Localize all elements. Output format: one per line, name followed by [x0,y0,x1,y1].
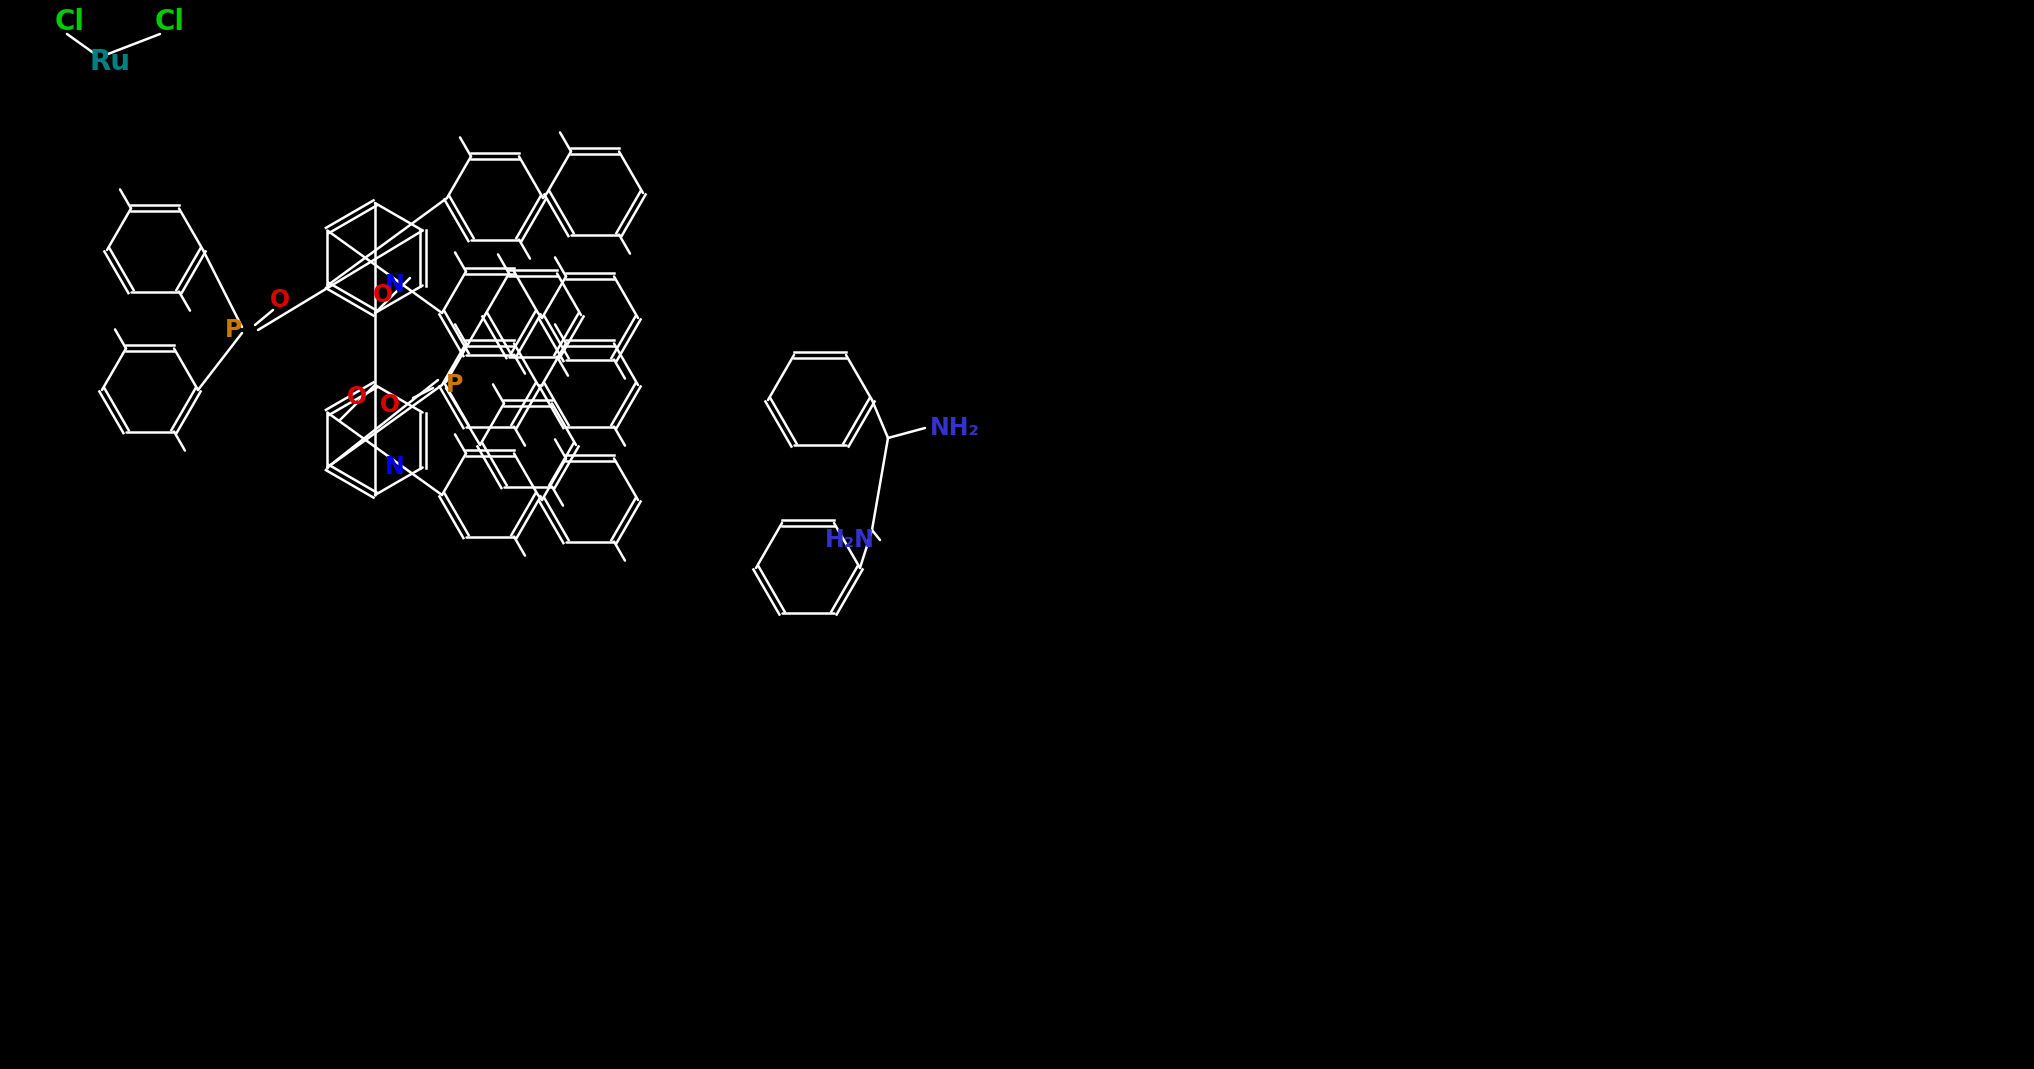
Text: O: O [348,385,366,409]
Text: P: P [224,317,242,342]
Text: O: O [380,393,401,417]
Text: N: N [384,274,405,297]
Text: Cl: Cl [55,7,85,36]
Text: P: P [445,373,464,397]
Text: O: O [372,283,393,307]
Text: H₂N: H₂N [826,528,875,552]
Text: NH₂: NH₂ [930,416,980,440]
Text: Ru: Ru [89,48,130,76]
Text: Cl: Cl [155,7,185,36]
Text: N: N [384,455,405,480]
Text: O: O [271,288,291,312]
